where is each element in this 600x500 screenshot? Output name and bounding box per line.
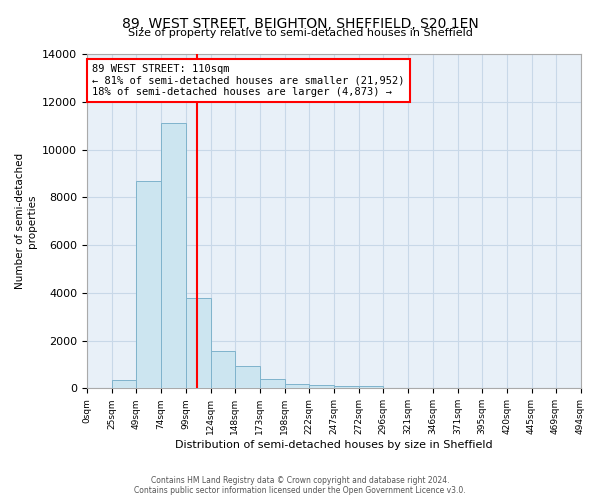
Text: Contains HM Land Registry data © Crown copyright and database right 2024.
Contai: Contains HM Land Registry data © Crown c… (134, 476, 466, 495)
Bar (136, 180, 161, 388)
Bar (260, 379, 285, 388)
Bar (211, 352, 235, 389)
Text: Size of property relative to semi-detached houses in Sheffield: Size of property relative to semi-detach… (128, 28, 472, 38)
Bar (161, 124, 186, 388)
Bar (285, 384, 309, 388)
Bar (334, 386, 359, 388)
Bar (235, 366, 260, 388)
Y-axis label: Number of semi-detached
properties: Number of semi-detached properties (15, 153, 37, 289)
Text: 89 WEST STREET: 110sqm
← 81% of semi-detached houses are smaller (21,952)
18% of: 89 WEST STREET: 110sqm ← 81% of semi-det… (92, 64, 404, 97)
Text: 89, WEST STREET, BEIGHTON, SHEFFIELD, S20 1EN: 89, WEST STREET, BEIGHTON, SHEFFIELD, S2… (122, 18, 478, 32)
Bar (186, 298, 211, 388)
X-axis label: Distribution of semi-detached houses by size in Sheffield: Distribution of semi-detached houses by … (175, 440, 493, 450)
Bar (359, 386, 383, 388)
Bar (309, 385, 334, 388)
Bar (112, 380, 136, 388)
